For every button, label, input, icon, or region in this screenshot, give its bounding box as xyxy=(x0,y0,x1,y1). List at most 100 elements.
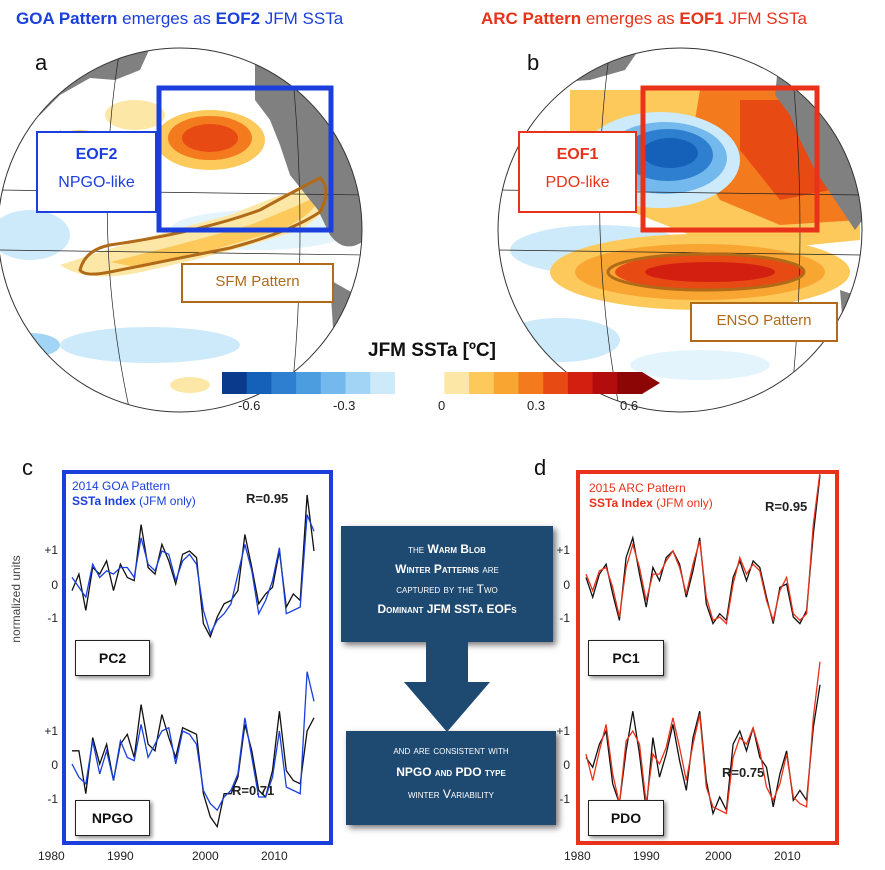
cold-blob xyxy=(642,138,698,168)
y-axis-title-wrap: normalized units xyxy=(6,540,23,660)
colorbar-tick: 0.3 xyxy=(527,398,546,413)
title-b-bold2: EOF1 xyxy=(679,9,724,28)
panel-c-r-top: R=0.95 xyxy=(246,491,289,506)
eof1-label-box: EOF1 PDO-like xyxy=(518,131,637,213)
colorbar-swatch xyxy=(246,372,272,394)
colorbar-swatch xyxy=(469,372,495,394)
colorbar-swatch xyxy=(345,372,371,394)
y-tick: +1 xyxy=(44,724,58,738)
anomaly-patch xyxy=(0,333,60,357)
colorbar-swatch xyxy=(271,372,297,394)
panel-c-plot xyxy=(71,494,315,829)
colorbar-swatch xyxy=(394,372,421,394)
anomaly-patch xyxy=(0,210,70,260)
colorbar-swatch xyxy=(419,372,445,394)
panel-d-legend: 2015 ARC Pattern SSTa Index (JFM only) xyxy=(589,481,713,511)
x-tick: 1980 xyxy=(38,849,65,863)
globe-a xyxy=(0,48,362,412)
panel-c-r-bottom: R=0.71 xyxy=(232,783,275,798)
panel-b-title: ARC Pattern emerges as EOF1 JFM SSTa xyxy=(481,9,807,29)
panel-letter-b: b xyxy=(527,50,540,75)
y-tick: 0 xyxy=(51,758,58,772)
colorbar-swatch xyxy=(592,372,618,394)
colorbar-tick: 0.6 xyxy=(620,398,639,413)
panel-d-legend-rest: (JFM only) xyxy=(652,496,713,510)
title-b-text1: emerges as xyxy=(581,9,680,28)
panel-c-legend-bold: SSTa Index xyxy=(72,494,136,508)
anomaly-patch xyxy=(60,327,240,363)
y-tick: 0 xyxy=(563,578,570,592)
center-top-l1: the xyxy=(408,542,428,556)
arc-index-series-top xyxy=(585,474,821,625)
title-b-text2: JFM SSTa xyxy=(723,9,807,28)
colorbar-swatch xyxy=(543,372,569,394)
pc2-label: PC2 xyxy=(75,640,150,676)
colorbar-tick: -0.3 xyxy=(333,398,356,413)
goa-box xyxy=(156,85,334,233)
panel-c-legend-rest: (JFM only) xyxy=(135,494,196,508)
title-a-text1: emerges as xyxy=(117,9,216,28)
eof2-title: EOF2 xyxy=(75,146,118,163)
goa-warm xyxy=(170,377,210,393)
panel-d-plot xyxy=(585,474,821,816)
y-tick: -1 xyxy=(559,792,570,806)
sfm-pattern-label: SFM Pattern xyxy=(181,263,334,303)
x-tick: 1990 xyxy=(633,849,660,863)
down-arrow xyxy=(404,642,490,732)
center-box-top: the Warm Blob Winter Patterns are captur… xyxy=(341,526,553,642)
enso-band xyxy=(645,262,775,282)
eof2-label-box: EOF2 NPGO-like xyxy=(36,131,157,213)
enso-outline xyxy=(606,252,806,292)
center-top-l2b: Winter Patterns xyxy=(395,562,480,576)
colorbar-swatch xyxy=(567,372,594,394)
colorbar-swatch xyxy=(444,372,470,394)
panel-d-r-bottom: R=0.75 xyxy=(722,765,765,780)
center-box-bottom: and are consistent with NPGO and PDO typ… xyxy=(346,731,556,825)
x-tick: 2010 xyxy=(261,849,288,863)
panel-a-title: GOA Pattern emerges as EOF2 JFM SSTa xyxy=(16,9,343,29)
colorbar-swatch xyxy=(370,372,396,394)
center-bottom-l3: winter Variability xyxy=(407,787,494,801)
y-tick: +1 xyxy=(44,543,58,557)
panel-c-legend: 2014 GOA Pattern SSTa Index (JFM only) xyxy=(72,479,196,509)
eof2-subtitle: NPGO-like xyxy=(58,174,135,191)
x-tick: 1980 xyxy=(564,849,591,863)
sfm-band-core xyxy=(110,195,320,268)
y-tick: -1 xyxy=(47,792,58,806)
y-tick: 0 xyxy=(563,758,570,772)
colorbar-swatch xyxy=(296,372,322,394)
colorbar-swatch xyxy=(320,372,347,394)
center-bottom-l1: and are consistent with xyxy=(393,743,509,757)
pc2-series xyxy=(71,494,315,639)
center-top-l3: captured by the Two xyxy=(396,582,498,596)
panel-c-legend-line1: 2014 GOA Pattern xyxy=(72,479,171,493)
y-tick: 0 xyxy=(51,578,58,592)
globe-b xyxy=(498,48,862,412)
anomaly-patch xyxy=(500,318,620,362)
colorbar-swatch xyxy=(518,372,544,394)
eof1-title: EOF1 xyxy=(556,146,599,163)
y-axis-title: normalized units xyxy=(9,555,23,643)
pc1-label: PC1 xyxy=(588,640,664,676)
eof1-subtitle: PDO-like xyxy=(545,174,610,191)
center-top-l4b: Dominant JFM SSTa EOFs xyxy=(377,602,517,616)
colorbar-swatch xyxy=(493,372,519,394)
arc-box xyxy=(640,85,820,233)
anomaly-patch xyxy=(630,350,770,380)
south-america-land xyxy=(840,290,862,412)
goa-warm xyxy=(105,100,165,130)
panel-d-legend-bold: SSTa Index xyxy=(589,496,653,510)
pdo-label: PDO xyxy=(588,800,664,836)
y-tick: -1 xyxy=(559,611,570,625)
colorbar-end-triangle xyxy=(642,372,660,394)
title-a-bold1: GOA Pattern xyxy=(16,9,118,28)
center-bottom-l2b: NPGO and PDO type xyxy=(396,765,506,779)
arc-index-series-bottom xyxy=(585,661,821,815)
panel-letter-c: c xyxy=(22,455,33,480)
npgo-label: NPGO xyxy=(75,800,150,836)
colorbar-tick: -0.6 xyxy=(238,398,261,413)
goa-index-series-top xyxy=(71,514,315,636)
x-tick: 2010 xyxy=(774,849,801,863)
colorbar-swatch xyxy=(617,372,643,394)
sfm-outline xyxy=(78,176,328,276)
